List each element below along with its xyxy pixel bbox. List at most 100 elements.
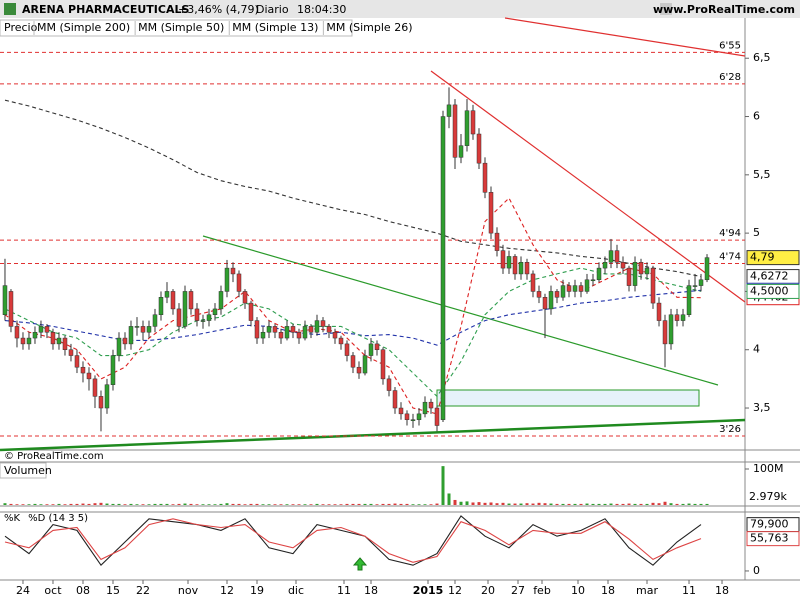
volume-bar — [387, 503, 391, 505]
zone-box — [436, 389, 700, 407]
x-tick-label: dic — [288, 584, 304, 597]
candle-body — [110, 355, 116, 385]
indicator-line — [4, 267, 702, 398]
candle-body — [560, 285, 566, 298]
candle-body — [20, 337, 26, 345]
candle-body — [56, 337, 62, 345]
volume-bar — [441, 466, 445, 505]
volume-bar — [171, 504, 175, 505]
volume-bar — [165, 503, 169, 505]
candle-body — [284, 326, 290, 339]
volume-bar — [3, 503, 7, 505]
volume-bar — [495, 503, 499, 505]
x-tick-label: nov — [178, 584, 199, 597]
legend-entry: MM (Simple 26) — [326, 21, 412, 34]
volume-bar — [597, 503, 601, 505]
x-tick-label: 12 — [448, 584, 462, 597]
candle-body — [482, 162, 488, 193]
volume-bar — [537, 502, 541, 505]
volume-bar — [405, 503, 409, 505]
header-change: +3,46% (4,79) — [178, 3, 259, 16]
trend-line — [202, 235, 719, 386]
legend-entry: MM (Simple 200) — [37, 21, 130, 34]
candle-body — [476, 133, 482, 164]
volume-bar — [681, 503, 685, 505]
volume-bar — [639, 503, 643, 505]
header-site: www.ProRealTime.com — [653, 3, 795, 16]
volume-bar — [159, 503, 163, 505]
volume-bar — [393, 503, 397, 505]
volume-bar — [33, 503, 37, 505]
candle-body — [542, 297, 548, 310]
header-time: 18:04:30 — [297, 3, 346, 16]
x-tick-label: mar — [636, 584, 658, 597]
level-label: 6'55 — [719, 40, 741, 51]
volume-bar — [351, 503, 355, 505]
candle-body — [434, 407, 440, 426]
volume-bar — [369, 503, 373, 505]
candle-body — [428, 401, 434, 409]
x-tick-label: 18 — [601, 584, 615, 597]
volume-bar — [693, 503, 697, 505]
candle-body — [662, 320, 668, 345]
volume-bar — [435, 503, 439, 505]
volume-bar — [105, 503, 109, 505]
candle-body — [74, 355, 80, 368]
candle-body — [128, 326, 134, 345]
y-tick-label: 5,5 — [753, 168, 771, 181]
x-tick-label: 18 — [715, 584, 729, 597]
candle-body — [134, 326, 140, 328]
volume-bar — [321, 504, 325, 505]
candle-body — [104, 384, 110, 409]
candle-body — [224, 267, 230, 292]
volume-bar — [93, 503, 97, 505]
candle-body — [656, 302, 662, 321]
volume-bar — [411, 504, 415, 505]
x-tick-label: 22 — [136, 584, 150, 597]
volume-bar — [375, 504, 379, 505]
candle-body — [326, 326, 332, 333]
volume-bar — [477, 502, 481, 505]
candle-body — [644, 267, 650, 275]
candle-body — [14, 326, 20, 339]
candle-body — [392, 390, 398, 409]
volume-bar — [591, 503, 595, 505]
candle-body — [602, 262, 608, 269]
x-tick-label: 19 — [250, 584, 264, 597]
x-tick-label: 12 — [220, 584, 234, 597]
volume-bar — [621, 503, 625, 505]
volume-bar — [525, 503, 529, 505]
volume-bar — [63, 504, 67, 505]
candle-body — [380, 349, 386, 380]
candle-body — [554, 291, 560, 298]
candle-body — [302, 326, 308, 339]
candle-body — [578, 285, 584, 292]
candle-body — [80, 366, 86, 374]
candle-body — [68, 349, 74, 356]
price-tag: 4,5000 — [750, 284, 789, 297]
candle-body — [572, 285, 578, 292]
volume-bar — [207, 504, 211, 505]
volume-bar — [201, 504, 205, 505]
volume-bar — [705, 503, 709, 505]
volume-bar — [447, 493, 451, 505]
volume-bar — [285, 504, 289, 505]
candle-body — [650, 267, 656, 304]
volume-bar — [339, 504, 343, 505]
volume-bar — [603, 503, 607, 505]
header-button[interactable] — [660, 3, 672, 15]
candle-body — [182, 291, 188, 327]
candle-body — [200, 320, 206, 322]
candle-body — [122, 337, 128, 345]
volume-bar — [507, 503, 511, 505]
volume-bar — [39, 504, 43, 505]
volume-bar — [273, 504, 277, 505]
header-icon — [4, 3, 16, 15]
indicator-line — [4, 289, 702, 346]
candle-body — [422, 401, 428, 415]
volume-bar — [561, 503, 565, 505]
volume-bar — [327, 504, 331, 505]
candle-body — [158, 297, 164, 315]
candle-body — [398, 407, 404, 415]
